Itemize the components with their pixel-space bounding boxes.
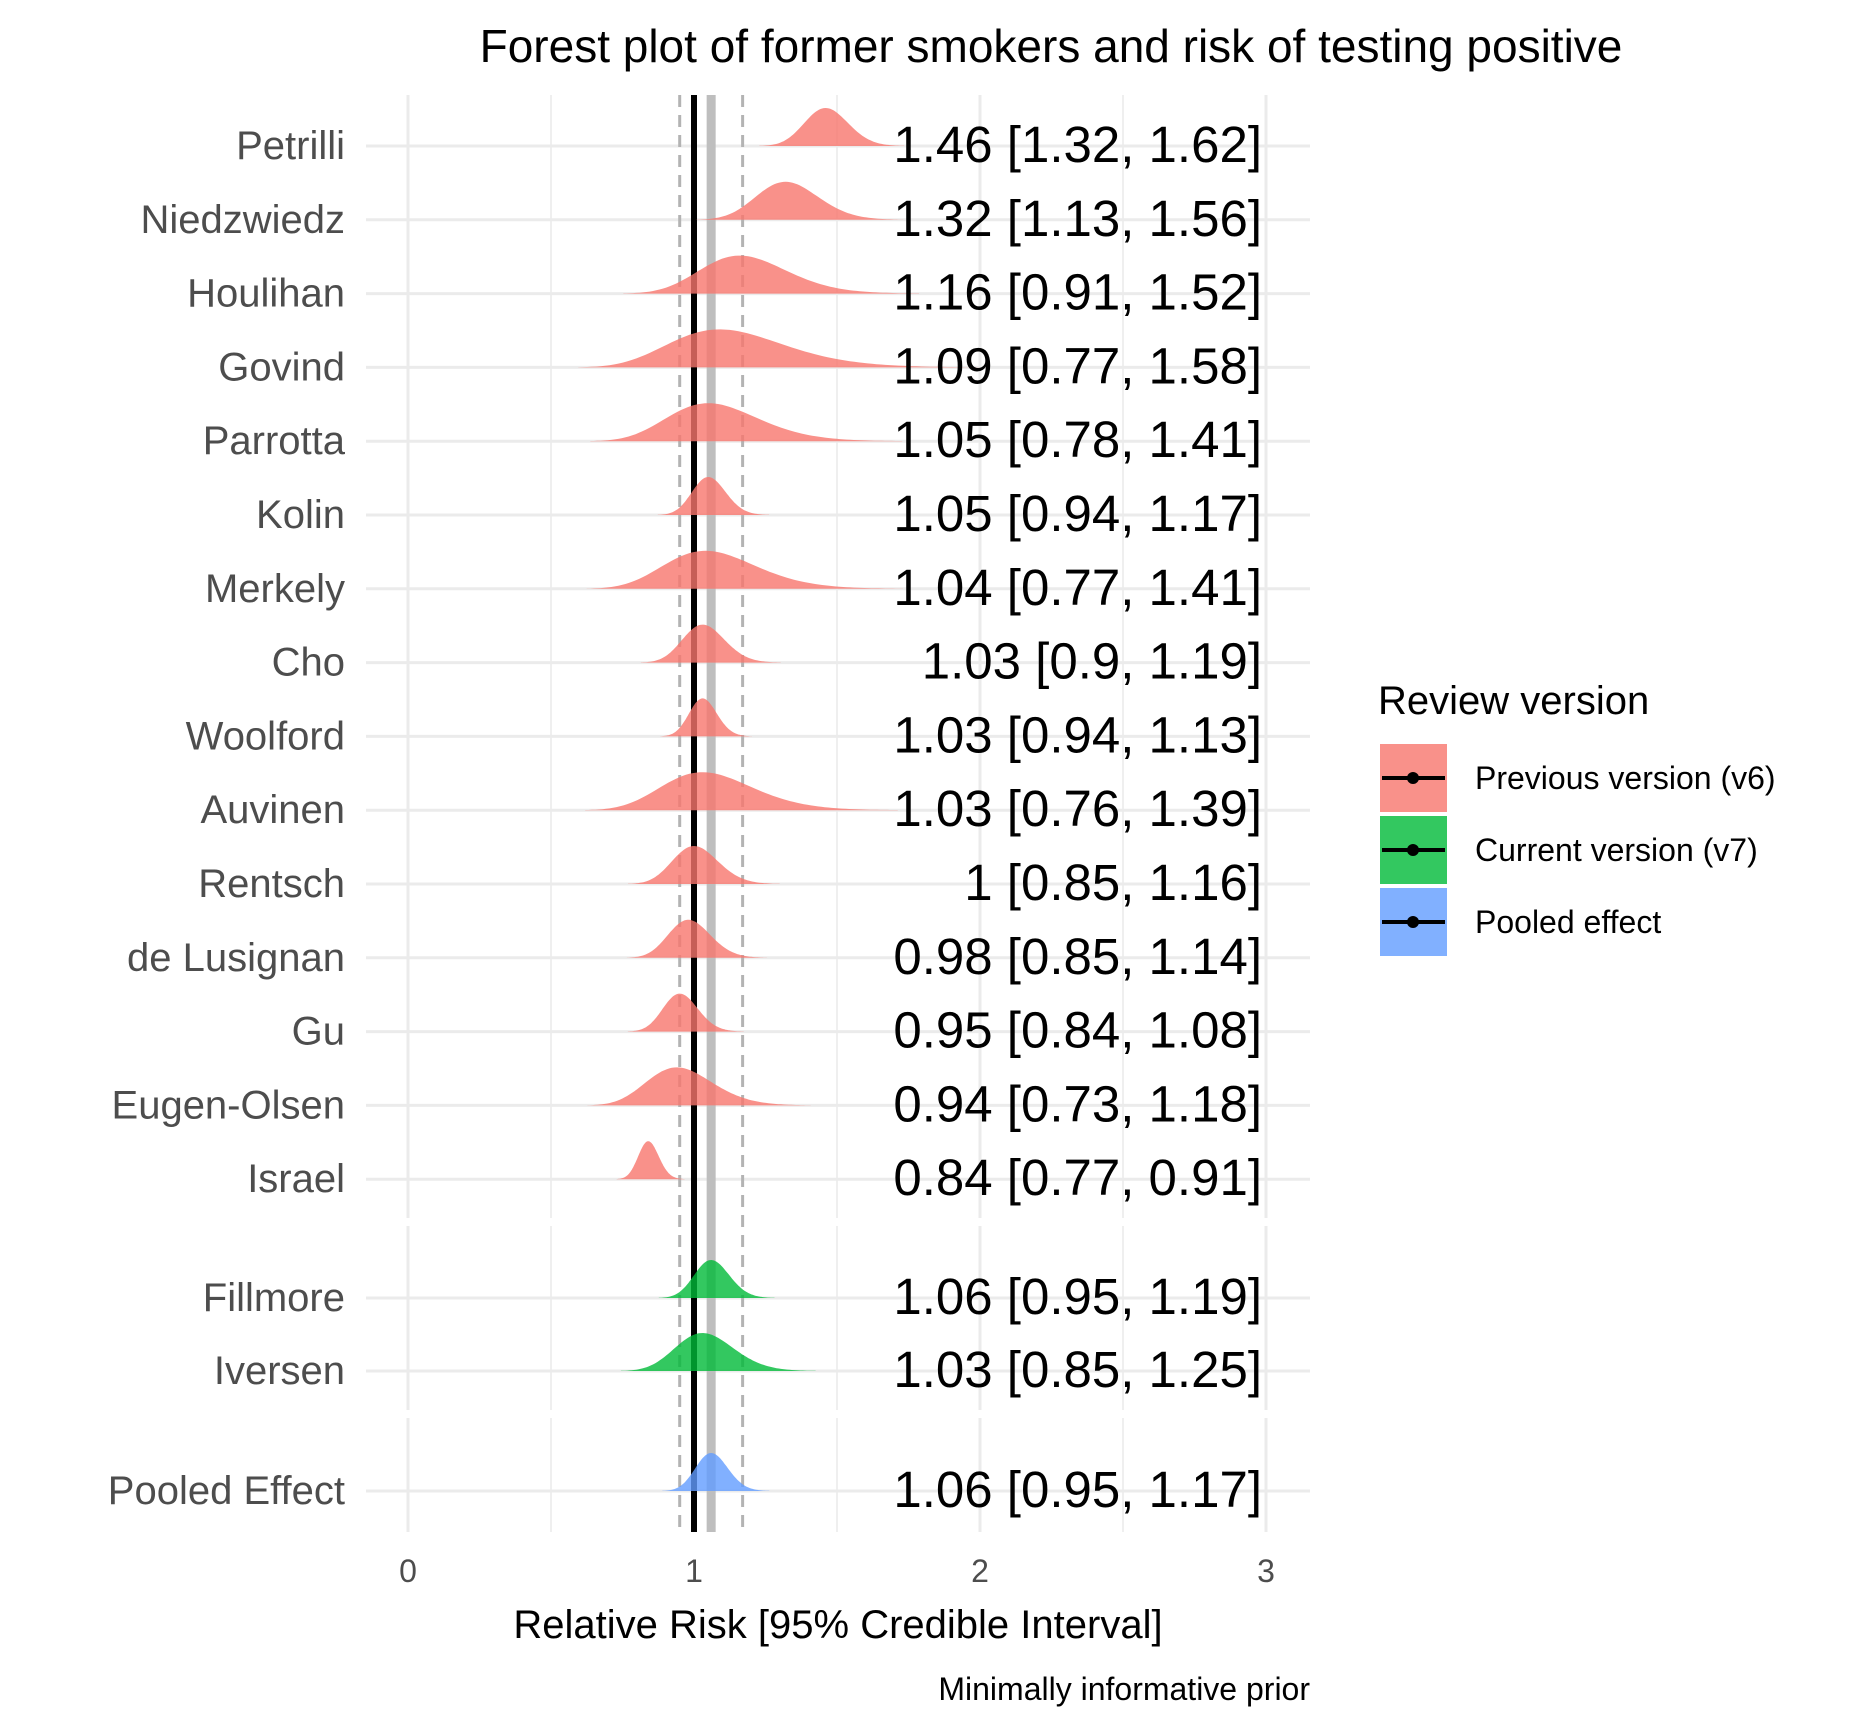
posterior-density <box>695 181 904 220</box>
study-label: Cho <box>272 641 345 685</box>
estimate-label: 0.84 [0.77, 0.91] <box>893 1149 1262 1206</box>
estimate-label: 1.03 [0.85, 1.25] <box>893 1341 1262 1398</box>
study-label: Israel <box>247 1157 345 1201</box>
study-label: Rentsch <box>198 862 345 906</box>
study-label: Parrotta <box>203 419 346 463</box>
estimate-label: 0.95 [0.84, 1.08] <box>893 1002 1262 1059</box>
posterior-density <box>759 108 905 146</box>
study-label: Gu <box>292 1010 345 1054</box>
posterior-density <box>620 1333 816 1371</box>
x-tick-label: 0 <box>399 1553 417 1589</box>
study-label: de Lusignan <box>127 936 345 980</box>
posterior-density <box>590 403 903 442</box>
estimate-label: 0.94 [0.73, 1.18] <box>893 1075 1262 1132</box>
posterior-density <box>628 846 780 884</box>
study-label: Govind <box>218 345 345 389</box>
x-axis-label: Relative Risk [95% Credible Interval] <box>513 1603 1162 1647</box>
posterior-density <box>627 993 744 1032</box>
posterior-density <box>587 1067 811 1106</box>
study-label: Petrilli <box>236 124 345 168</box>
posterior-density <box>586 550 903 589</box>
chart-caption: Minimally informative prior <box>938 1671 1310 1707</box>
legend-item: Previous version (v6) <box>1380 744 1776 812</box>
study-label: Fillmore <box>203 1276 345 1320</box>
study-label: Iversen <box>214 1349 345 1393</box>
posterior-density <box>578 329 979 368</box>
estimate-label: 0.98 [0.85, 1.14] <box>893 928 1262 985</box>
posterior-densities <box>578 108 979 1491</box>
x-tick-label: 2 <box>971 1553 989 1589</box>
posterior-density <box>660 698 752 737</box>
estimate-label: 1.46 [1.32, 1.62] <box>893 116 1262 173</box>
posterior-density <box>626 919 767 958</box>
legend-key-point <box>1407 772 1419 784</box>
posterior-density <box>616 1141 685 1180</box>
chart-title: Forest plot of former smokers and risk o… <box>480 20 1623 72</box>
posterior-density <box>623 255 919 294</box>
x-tick-label: 3 <box>1257 1553 1275 1589</box>
estimate-label: 1.05 [0.78, 1.41] <box>893 411 1262 468</box>
legend-item: Current version (v7) <box>1380 816 1758 884</box>
posterior-density <box>585 772 898 811</box>
study-label: Eugen-Olsen <box>112 1083 345 1127</box>
estimate-label: 1.32 [1.13, 1.56] <box>893 190 1262 247</box>
legend-label: Pooled effect <box>1475 904 1661 940</box>
x-axis-ticks: 0 1 2 3 <box>399 1553 1275 1589</box>
estimate-label: 1.16 [0.91, 1.52] <box>893 264 1262 321</box>
estimate-label: 1.04 [0.77, 1.41] <box>893 559 1262 616</box>
legend-key-point <box>1407 844 1419 856</box>
study-label: Houlihan <box>187 272 345 316</box>
estimate-labels: 1.46 [1.32, 1.62] 1.32 [1.13, 1.56] 1.16 [… <box>893 116 1262 1518</box>
study-label: Pooled Effect <box>108 1469 345 1513</box>
study-label: Niedzwiedz <box>140 198 345 242</box>
estimate-label: 1 [0.85, 1.16] <box>964 854 1262 911</box>
estimate-label: 1.09 [0.77, 1.58] <box>893 337 1262 394</box>
legend-label: Previous version (v6) <box>1475 760 1776 796</box>
estimate-label: 1.06 [0.95, 1.19] <box>893 1268 1262 1325</box>
posterior-density <box>662 1453 770 1491</box>
posterior-density <box>657 477 770 515</box>
x-tick-label: 1 <box>685 1553 703 1589</box>
estimate-label: 1.05 [0.94, 1.17] <box>893 485 1262 542</box>
posterior-density <box>658 1260 775 1298</box>
study-label: Merkely <box>205 567 345 611</box>
study-label: Auvinen <box>200 788 345 832</box>
estimate-label: 1.03 [0.9, 1.19] <box>922 633 1262 690</box>
study-label: Woolford <box>186 714 345 758</box>
study-labels: Petrilli Niedzwiedz Houlihan Govind Parrotta… <box>108 124 346 1513</box>
legend-label: Current version (v7) <box>1475 832 1758 868</box>
study-label: Kolin <box>256 493 345 537</box>
legend: Review version Previous version (v6) Curre… <box>1378 679 1776 956</box>
reference-lines <box>678 95 745 1532</box>
legend-title: Review version <box>1378 679 1649 723</box>
estimate-label: 1.06 [0.95, 1.17] <box>893 1461 1262 1518</box>
estimate-label: 1.03 [0.76, 1.39] <box>893 780 1262 837</box>
legend-item: Pooled effect <box>1380 888 1661 956</box>
estimate-label: 1.03 [0.94, 1.13] <box>893 706 1262 763</box>
posterior-density <box>640 624 781 663</box>
legend-key-point <box>1407 916 1419 928</box>
